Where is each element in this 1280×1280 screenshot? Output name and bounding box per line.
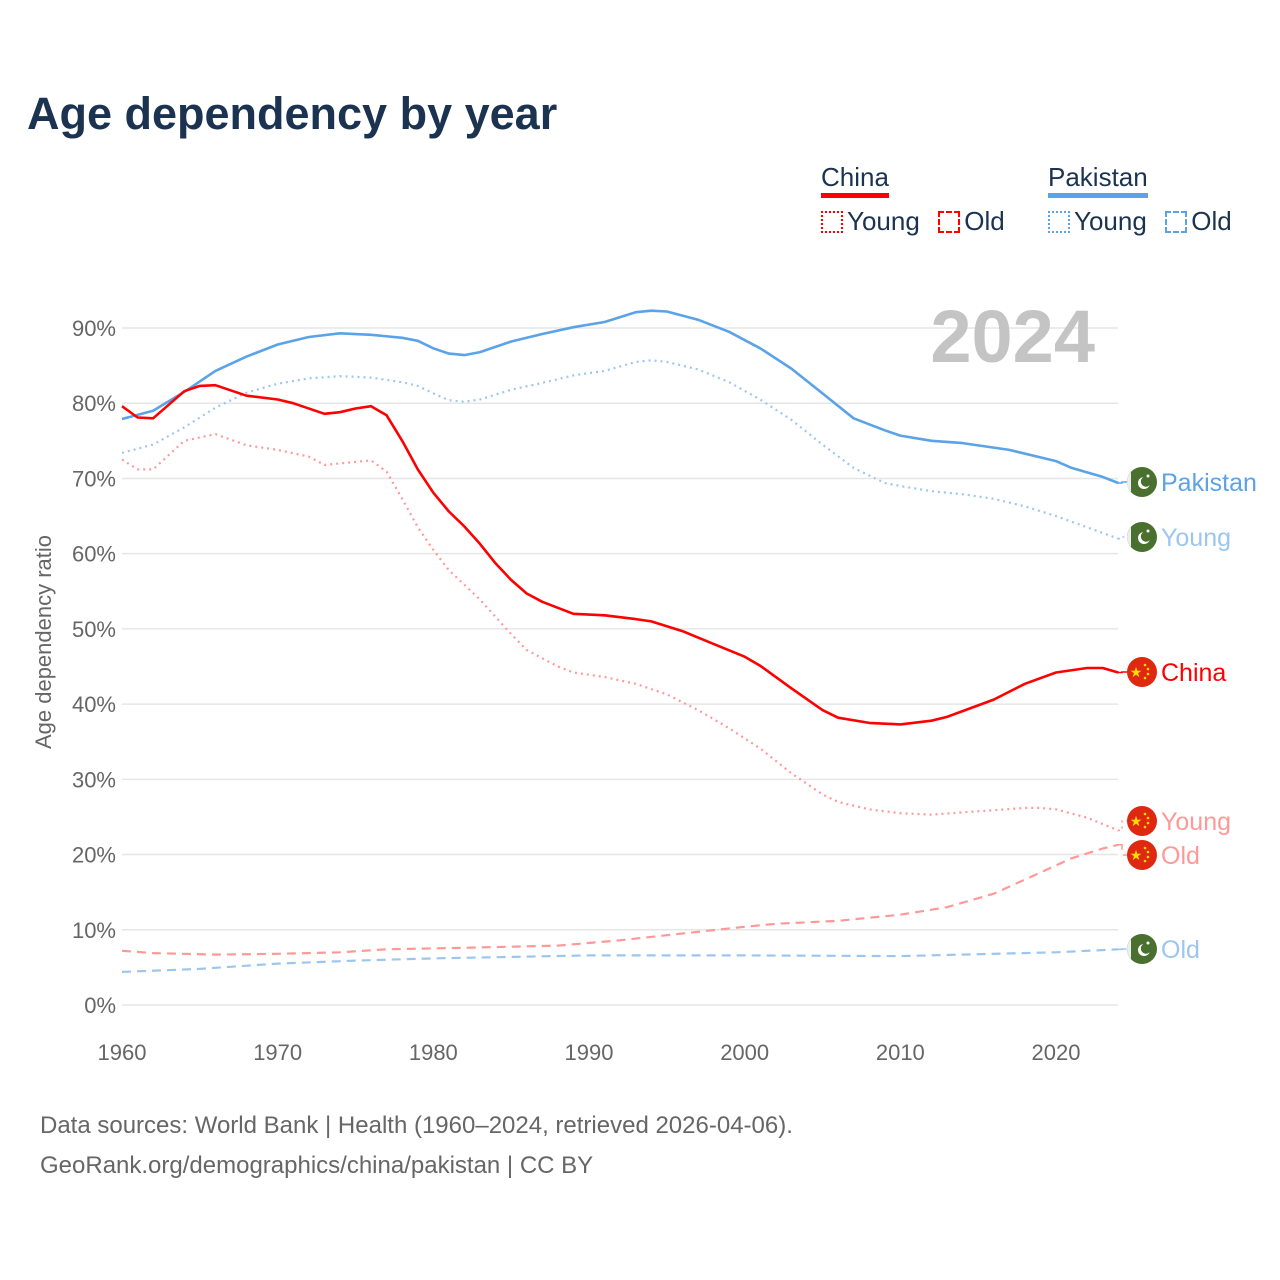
legend-pakistan-young[interactable]: Young — [1048, 206, 1147, 237]
china-flag-icon: ★ — [1127, 806, 1157, 836]
y-tick-label: 0% — [84, 993, 116, 1018]
end-label-pakistan-old: Old — [1161, 936, 1200, 964]
legend-pakistan-label: Pakistan — [1048, 162, 1148, 198]
x-tick-label: 1990 — [565, 1040, 614, 1065]
series-lines — [121, 309, 1119, 973]
label-connector — [1118, 536, 1130, 540]
dashed-swatch-icon — [1165, 211, 1188, 233]
end-label-china: China — [1161, 659, 1226, 687]
legend-china-young[interactable]: Young — [821, 206, 920, 237]
legend-young-label: Young — [1074, 206, 1147, 236]
china-flag-icon: ★ — [1127, 840, 1157, 870]
y-tick-label: 50% — [72, 617, 116, 642]
dotted-swatch-icon — [1048, 211, 1070, 233]
label-connector — [1118, 844, 1130, 856]
pakistan-flag-icon — [1127, 467, 1157, 497]
y-tick-label: 80% — [72, 391, 116, 416]
source-line-1: Data sources: World Bank | Health (1960–… — [40, 1112, 793, 1139]
legend-pakistan-old[interactable]: Old — [1165, 206, 1232, 237]
dashed-swatch-icon — [938, 211, 961, 233]
legend-china[interactable]: China Young Old — [821, 162, 1019, 237]
source-line-2[interactable]: GeoRank.org/demographics/china/pakistan … — [40, 1152, 594, 1179]
legend-old-label: Old — [1191, 206, 1232, 236]
pakistan-flag-icon — [1127, 522, 1157, 552]
x-tick-label: 1970 — [253, 1040, 302, 1065]
y-tick-label: 90% — [72, 316, 116, 341]
china-flag-icon: ★ — [1127, 657, 1157, 687]
x-tick-label: 2020 — [1032, 1040, 1081, 1065]
y-tick-label: 70% — [72, 466, 116, 491]
y-tick-label: 40% — [72, 692, 116, 717]
chart-title: Age dependency by year — [27, 88, 558, 139]
legend-young-label: Young — [847, 206, 920, 236]
label-connector — [1118, 820, 1130, 832]
svg-text:★: ★ — [1130, 664, 1143, 680]
x-tick-label: 1960 — [98, 1040, 147, 1065]
y-tick-label: 10% — [72, 918, 116, 943]
legend-pakistan[interactable]: Pakistan Young Old — [1048, 162, 1246, 237]
x-tick-label: 1980 — [409, 1040, 458, 1065]
x-tick-label: 2010 — [876, 1040, 925, 1065]
series-line-china-old[interactable] — [121, 843, 1119, 956]
legend-old-label: Old — [964, 206, 1005, 236]
series-line-china[interactable] — [121, 383, 1119, 726]
y-tick-label: 60% — [72, 542, 116, 567]
svg-text:★: ★ — [1130, 847, 1143, 863]
end-label-china-young: Young — [1161, 808, 1231, 836]
series-line-pakistan-old[interactable] — [121, 948, 1119, 973]
dotted-swatch-icon — [821, 211, 843, 233]
legend-china-label: China — [821, 162, 889, 198]
x-tick-label: 2000 — [720, 1040, 769, 1065]
end-labels: Pakistan Young ★ China ★ Young ★ Old Old — [1118, 467, 1257, 964]
gridlines: 0% 10% 20% 30% 40% 50% 60% 70% 80% 90% 1960 1970 198… — [72, 316, 1118, 1065]
end-label-pakistan: Pakistan — [1161, 469, 1257, 497]
label-connector — [1118, 481, 1130, 484]
legend-china-old[interactable]: Old — [938, 206, 1005, 237]
y-tick-label: 30% — [72, 767, 116, 792]
label-connector — [1118, 671, 1130, 674]
pakistan-flag-icon — [1127, 934, 1157, 964]
end-label-china-old: Old — [1161, 842, 1200, 870]
year-watermark: 2024 — [930, 295, 1095, 378]
y-tick-label: 20% — [72, 843, 116, 868]
series-line-pakistan-young[interactable] — [121, 359, 1119, 540]
series-line-pakistan[interactable] — [121, 309, 1119, 485]
source-note: Data sources: World Bank | Health (1960–… — [40, 1106, 793, 1186]
y-axis-label: Age dependency ratio — [31, 535, 56, 749]
svg-text:★: ★ — [1130, 813, 1143, 829]
end-label-pakistan-young: Young — [1161, 524, 1231, 552]
series-line-china-young[interactable] — [121, 433, 1119, 832]
